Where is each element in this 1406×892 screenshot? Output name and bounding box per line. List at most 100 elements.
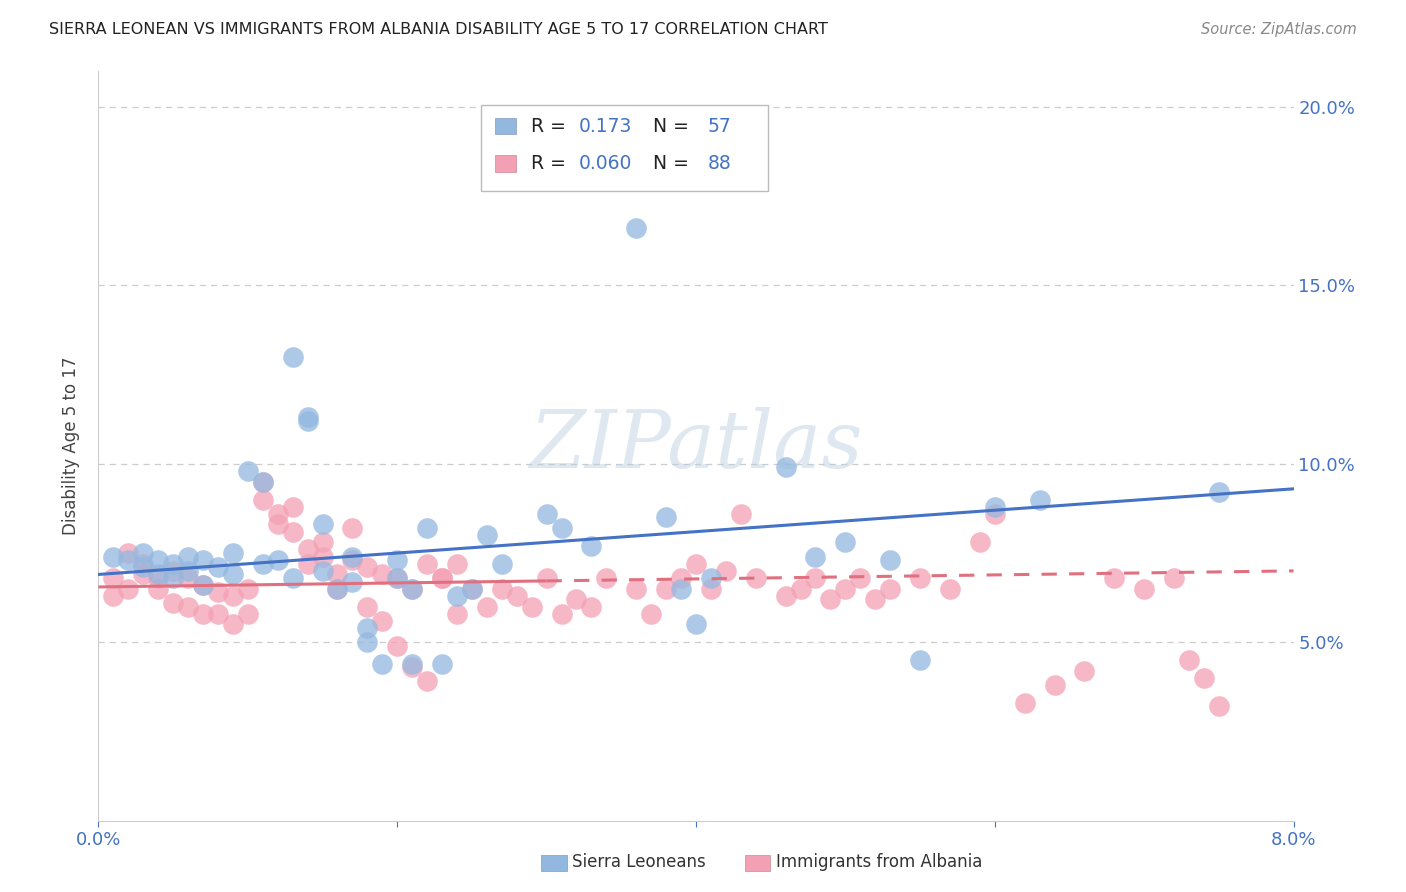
- Point: [461, 582, 484, 596]
- Point: [297, 557, 319, 571]
- Point: [103, 589, 125, 603]
- Point: [132, 567, 155, 582]
- Point: [1028, 492, 1050, 507]
- Point: [1073, 664, 1095, 678]
- Point: [416, 674, 439, 689]
- Point: [714, 564, 737, 578]
- Point: [236, 464, 259, 478]
- Point: [401, 657, 423, 671]
- Point: [117, 546, 139, 560]
- Point: [342, 574, 364, 589]
- Point: [969, 535, 991, 549]
- FancyBboxPatch shape: [495, 118, 516, 135]
- Point: [191, 607, 214, 621]
- Point: [177, 549, 200, 564]
- Point: [1043, 678, 1066, 692]
- Point: [148, 567, 170, 582]
- Text: 0.173: 0.173: [578, 117, 631, 136]
- Point: [311, 517, 333, 532]
- Point: [1208, 485, 1230, 500]
- Text: 57: 57: [707, 117, 731, 136]
- Point: [148, 571, 170, 585]
- Point: [655, 582, 678, 596]
- Point: [669, 582, 692, 596]
- Point: [326, 582, 349, 596]
- Point: [700, 582, 723, 596]
- Point: [236, 582, 259, 596]
- Point: [401, 660, 423, 674]
- Point: [491, 582, 513, 596]
- Point: [908, 653, 931, 667]
- Point: [446, 557, 468, 571]
- Point: [565, 592, 588, 607]
- Text: Source: ZipAtlas.com: Source: ZipAtlas.com: [1201, 22, 1357, 37]
- Point: [655, 510, 678, 524]
- Point: [430, 571, 453, 585]
- Point: [117, 553, 139, 567]
- Point: [430, 657, 453, 671]
- Point: [267, 553, 290, 567]
- Point: [311, 535, 333, 549]
- Point: [1163, 571, 1185, 585]
- Point: [536, 507, 558, 521]
- Point: [267, 517, 290, 532]
- Point: [908, 571, 931, 585]
- Point: [685, 617, 707, 632]
- Point: [1192, 671, 1215, 685]
- Point: [700, 571, 723, 585]
- Point: [1014, 696, 1036, 710]
- Point: [148, 553, 170, 567]
- Point: [446, 589, 468, 603]
- Point: [117, 582, 139, 596]
- Point: [385, 553, 409, 567]
- Point: [371, 657, 394, 671]
- Point: [820, 592, 842, 607]
- Point: [401, 582, 423, 596]
- Point: [356, 635, 378, 649]
- Point: [252, 475, 274, 489]
- Point: [191, 578, 214, 592]
- Point: [775, 589, 797, 603]
- Point: [191, 553, 214, 567]
- Text: N =: N =: [641, 117, 695, 136]
- Point: [342, 521, 364, 535]
- Point: [804, 549, 827, 564]
- Point: [252, 557, 274, 571]
- Point: [267, 507, 290, 521]
- Point: [626, 582, 648, 596]
- Point: [430, 571, 453, 585]
- Point: [1208, 699, 1230, 714]
- Point: [416, 557, 439, 571]
- Point: [385, 639, 409, 653]
- Text: ZIPatlas: ZIPatlas: [529, 408, 863, 484]
- Point: [506, 589, 529, 603]
- Point: [103, 571, 125, 585]
- Point: [132, 546, 155, 560]
- Point: [1104, 571, 1126, 585]
- Point: [191, 578, 214, 592]
- Point: [132, 560, 155, 574]
- Point: [252, 475, 274, 489]
- FancyBboxPatch shape: [481, 105, 768, 191]
- Point: [581, 599, 603, 614]
- Text: 88: 88: [707, 154, 731, 173]
- Point: [595, 571, 617, 585]
- Point: [236, 607, 259, 621]
- Point: [222, 589, 245, 603]
- Point: [849, 571, 872, 585]
- Point: [446, 607, 468, 621]
- Point: [326, 567, 349, 582]
- Point: [356, 599, 378, 614]
- Point: [834, 535, 856, 549]
- Text: 0.060: 0.060: [578, 154, 631, 173]
- Point: [550, 521, 572, 535]
- Point: [879, 582, 901, 596]
- Point: [1133, 582, 1156, 596]
- Point: [385, 571, 409, 585]
- Point: [281, 524, 304, 539]
- Point: [865, 592, 887, 607]
- Text: R =: R =: [530, 154, 571, 173]
- Point: [984, 507, 1007, 521]
- Point: [491, 557, 513, 571]
- Point: [669, 571, 692, 585]
